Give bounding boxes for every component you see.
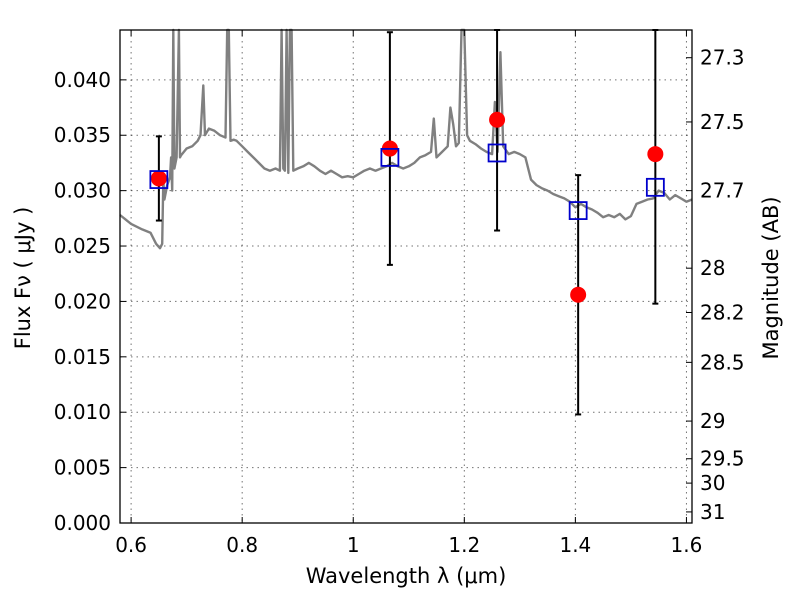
y-axis-ticks: 0.000 0.005 0.010 0.015 0.020 0.025 0.030 0.035… (54, 68, 126, 535)
model-spectrum-line (119, 28, 693, 250)
x-axis-ticks: 0.6 0.8 1 1.2 1.4 1.6 (115, 30, 702, 557)
x-tick-label: 0.6 (115, 533, 147, 557)
y-tick-label: 0.025 (54, 234, 111, 258)
x-tick-label: 1.2 (448, 533, 480, 557)
right-tick-label: 29 (700, 409, 725, 433)
x-tick-label: 0.8 (226, 533, 258, 557)
observed-flux-point (570, 286, 587, 303)
model-photometry-square (568, 201, 588, 220)
y-tick-label: 0.015 (54, 345, 111, 369)
x-tick-label: 1.6 (671, 533, 703, 557)
model-photometry-square (645, 177, 665, 197)
right-tick-label: 28 (700, 256, 725, 280)
model-photometry-square (149, 170, 169, 189)
right-tick-label: 27.3 (700, 46, 745, 70)
grid (120, 30, 692, 524)
spectrum-layer (119, 28, 693, 250)
right-tick-label: 28.5 (700, 350, 745, 374)
y-tick-label: 0.030 (54, 179, 111, 203)
x-axis-title: Wavelength λ (μm) (306, 564, 507, 588)
y-tick-label: 0.020 (54, 289, 111, 313)
model-photometry-square (380, 148, 400, 167)
right-axis-title: Magnitude (AB) (759, 196, 783, 359)
observed-flux-point (647, 146, 664, 163)
model-photometry-layer (149, 143, 665, 220)
y-tick-label: 0.040 (54, 68, 111, 92)
observed-flux-point (489, 111, 506, 128)
right-axis-ticks: 27.3 27.5 27.7 28 28.2 28.5 29 29.530 31 (686, 46, 745, 524)
x-tick-label: 1 (347, 533, 360, 557)
y-tick-label: 0.035 (54, 123, 111, 147)
right-tick-label: 29.5 (700, 447, 745, 471)
right-tick-label: 28.2 (700, 301, 745, 325)
right-tick-label: 31 (700, 500, 725, 524)
model-photometry-square (487, 143, 507, 163)
y-tick-label: 0.005 (54, 456, 111, 480)
right-tick-label: 27.5 (700, 110, 745, 134)
plot-frame (119, 29, 693, 524)
observed-flux-point (150, 170, 167, 187)
y-axis-title: Flux Fν ( μJy ) (11, 207, 35, 350)
y-tick-label: 0.000 (54, 511, 111, 535)
x-tick-label: 1.4 (559, 533, 591, 557)
right-tick-label: 30 (700, 471, 725, 495)
right-tick-label: 27.7 (700, 179, 745, 203)
y-tick-label: 0.010 (54, 400, 111, 424)
observed-layer (150, 111, 664, 303)
